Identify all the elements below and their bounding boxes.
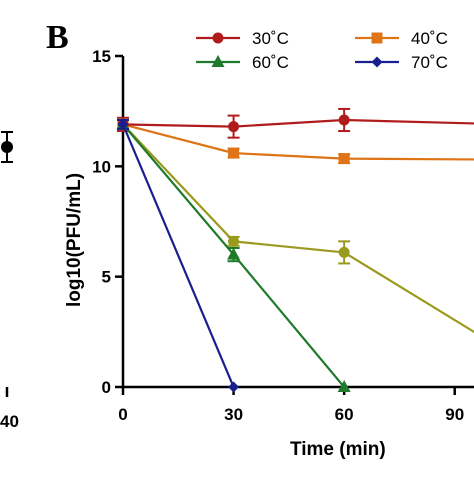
data-point: [228, 382, 239, 393]
fragment-point: [1, 141, 13, 153]
legend-label: 60˚C: [252, 53, 289, 72]
y-tick-label: 5: [102, 268, 111, 287]
legend-item: 70˚C: [355, 53, 448, 72]
panel-letter: B: [46, 19, 69, 56]
legend-marker: [213, 33, 224, 44]
legend-item: 60˚C: [196, 53, 289, 72]
left-panel-x-tick: 40: [0, 412, 19, 431]
legend-item: 30˚C: [196, 29, 289, 48]
series-0: [117, 109, 474, 138]
x-tick-label: 0: [118, 405, 127, 424]
data-point: [339, 114, 350, 125]
data-point: [339, 153, 350, 164]
legend-marker: [372, 33, 383, 44]
series-layer: [117, 109, 474, 393]
x-axis-label: Time (min): [290, 439, 386, 460]
legend-label: 30˚C: [252, 29, 289, 48]
legend: 30˚C 40˚C 60˚C 70˚C: [196, 29, 448, 72]
axes: 0 5 10 15 0 30 60 90: [92, 47, 474, 424]
left-panel-fragment: [1, 132, 13, 397]
legend-marker: [372, 57, 383, 68]
series-line: [123, 124, 474, 159]
x-tick-label: 90: [445, 405, 464, 424]
data-point: [228, 148, 239, 159]
y-tick-label: 10: [92, 157, 111, 176]
legend-label: 40˚C: [411, 29, 448, 48]
data-point: [228, 121, 239, 132]
series-line: [123, 124, 234, 387]
legend-item: 40˚C: [355, 29, 448, 48]
y-axis-label: log10(PFU/mL): [64, 173, 85, 307]
y-tick-label: 0: [102, 378, 111, 397]
y-tick-label: 15: [92, 47, 111, 66]
x-tick-label: 30: [224, 405, 243, 424]
x-tick-label: 60: [335, 405, 354, 424]
legend-label: 70˚C: [411, 53, 448, 72]
data-point: [228, 236, 239, 247]
series-line: [123, 120, 474, 127]
data-point: [339, 247, 350, 258]
series-3: [117, 119, 239, 393]
series-2: [117, 117, 351, 392]
